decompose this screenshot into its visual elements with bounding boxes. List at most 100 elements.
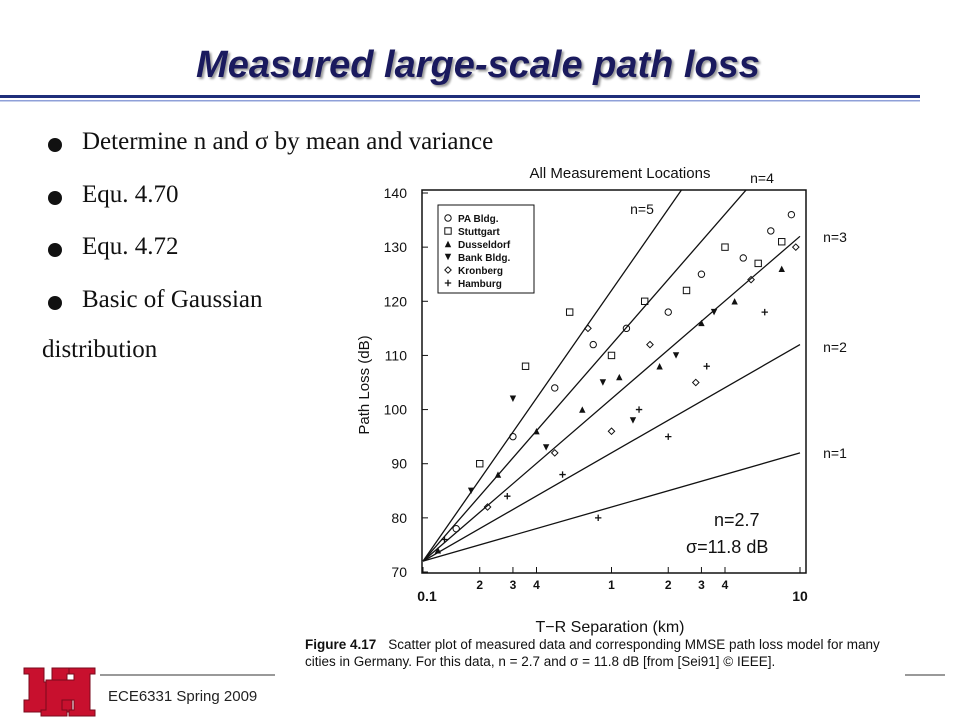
bullet: Basic of Gaussian — [82, 285, 263, 313]
legend-label: Kronberg — [458, 266, 503, 277]
model-line — [422, 344, 801, 562]
caption-line: Scatter plot of measured data and corres… — [388, 637, 880, 652]
data-point — [467, 487, 475, 494]
line-label: n=3 — [823, 229, 847, 245]
data-point — [589, 340, 597, 349]
data-point — [691, 378, 700, 387]
data-point — [721, 243, 729, 251]
data-point — [698, 319, 705, 327]
plot-frame — [421, 189, 807, 574]
line-label: n=1 — [823, 445, 847, 461]
data-point — [551, 384, 559, 392]
y-tick-label: 100 — [384, 402, 408, 418]
data-point — [550, 448, 559, 457]
data-point — [665, 433, 672, 440]
model-line — [422, 190, 683, 562]
legend-marker — [444, 240, 452, 248]
bullet: Equ. 4.70 — [82, 180, 179, 208]
data-point — [646, 340, 654, 349]
data-point — [584, 324, 592, 333]
data-point — [731, 298, 738, 305]
y-tick-label: 70 — [391, 564, 407, 580]
bullet: Equ. 4.72 — [82, 233, 179, 260]
data-point — [579, 406, 586, 413]
data-point — [542, 444, 550, 451]
data-point — [622, 324, 631, 333]
data-point — [791, 243, 800, 252]
model-line — [422, 190, 747, 562]
data-point — [452, 524, 460, 533]
legend-marker — [444, 279, 452, 287]
x-tick-label: 1 — [608, 578, 615, 592]
model-line — [422, 235, 801, 562]
data-point — [509, 395, 517, 402]
y-tick-label: 80 — [391, 510, 407, 526]
data-point — [594, 514, 602, 522]
caption-line: cities in Germany. For this data, n = 2.… — [305, 654, 776, 669]
logo — [23, 667, 96, 717]
data-point — [672, 352, 680, 359]
bullet-dot — [48, 295, 62, 310]
data-point — [747, 275, 755, 284]
bullet-dot — [48, 190, 62, 205]
data-point — [710, 308, 718, 316]
caption: Figure 4.17 Scatter plot of measured data… — [305, 636, 880, 670]
x-tick-label: 4 — [722, 578, 729, 592]
x-tick-label: 4 — [533, 578, 540, 592]
x-tick-label: 0.1 — [417, 588, 437, 604]
y-tick-label: 120 — [384, 293, 408, 309]
title-rule — [0, 95, 920, 98]
y-tick-label: 110 — [385, 347, 408, 363]
data-point — [703, 363, 710, 370]
legend-marker — [444, 253, 452, 261]
data-point — [640, 297, 649, 305]
y-tick-label: 140 — [384, 185, 408, 201]
x-tick-label: 10 — [792, 588, 808, 604]
data-point — [778, 238, 786, 246]
data-point — [787, 210, 796, 219]
title-rule — [0, 100, 920, 102]
data-point — [504, 493, 511, 500]
slide-title: Measured large-scale path loss — [196, 44, 760, 86]
x-tick-label: 2 — [665, 578, 672, 592]
line-label: n=2 — [823, 339, 847, 355]
bullet-dot — [48, 138, 62, 152]
legend-label: Stuttgart — [458, 227, 500, 238]
data-point — [441, 536, 448, 543]
data-point — [521, 362, 530, 370]
bullet-dot — [48, 243, 62, 257]
data-point — [754, 259, 762, 268]
line-label: n=5 — [630, 201, 654, 217]
legend-marker — [444, 214, 452, 222]
caption-label: Figure 4.17 — [305, 637, 377, 652]
chart-title: All Measurement Locations — [530, 165, 711, 182]
legend-label: Hamburg — [458, 279, 502, 290]
x-axis-label: T−R Separation (km) — [536, 619, 685, 636]
legend-marker — [444, 227, 452, 235]
legend-box — [437, 204, 535, 294]
data-point — [682, 286, 691, 295]
annotation: σ=11.8 dB — [686, 537, 768, 557]
data-point — [739, 254, 747, 262]
data-point — [559, 471, 566, 478]
data-point — [494, 471, 502, 478]
legend-label: PA Bldg. — [458, 214, 499, 225]
x-tick-label: 2 — [476, 578, 483, 592]
data-point — [767, 227, 775, 235]
annotation: n=2.7 — [714, 510, 760, 530]
data-point — [778, 265, 785, 272]
data-point — [565, 308, 574, 316]
x-tick-label: 3 — [698, 578, 705, 592]
bullet-continuation: distribution — [42, 336, 158, 363]
y-axis-label: Path Loss (dB) — [356, 335, 373, 434]
data-point — [533, 428, 540, 435]
y-tick-label: 90 — [391, 456, 407, 472]
data-point — [656, 363, 663, 370]
y-tick-label: 130 — [384, 239, 408, 255]
legend-marker — [444, 266, 452, 274]
data-point — [629, 417, 637, 424]
bullet: Determine n and σ by mean and variance — [82, 128, 494, 155]
data-point — [635, 406, 643, 413]
data-point — [476, 460, 484, 468]
